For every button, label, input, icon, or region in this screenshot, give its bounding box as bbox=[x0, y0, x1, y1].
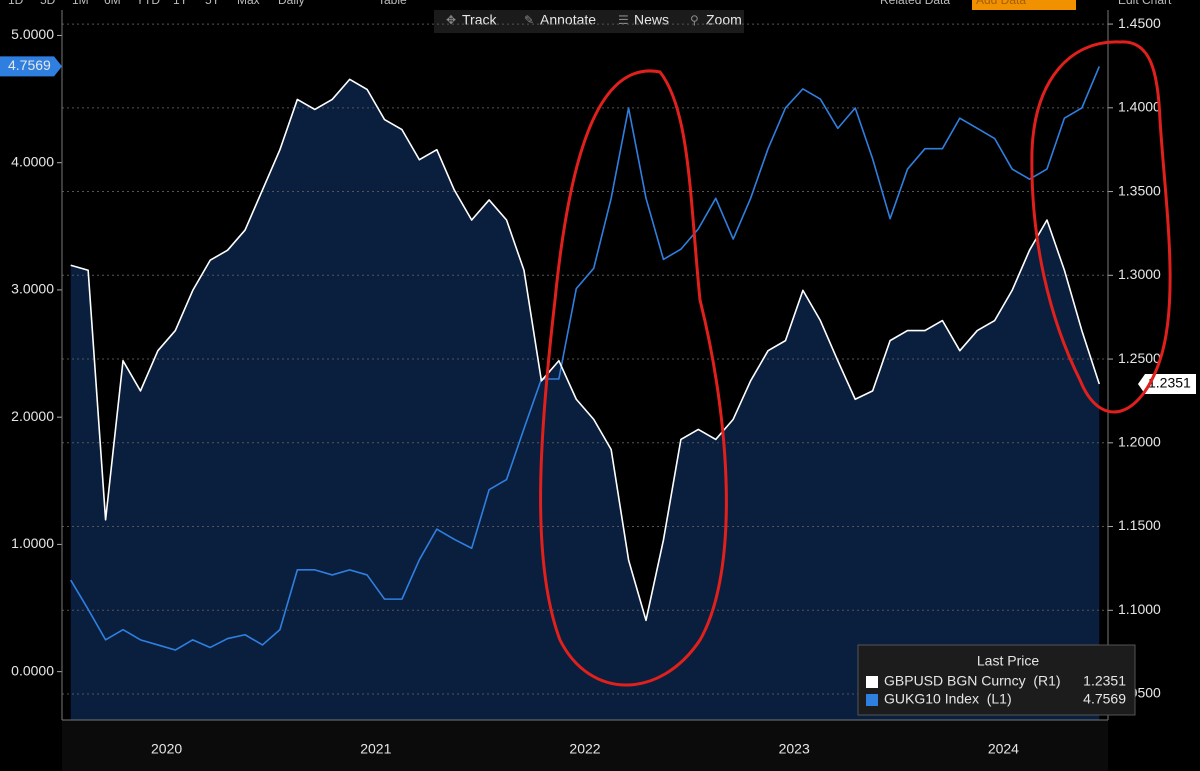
annotation-circle bbox=[539, 69, 728, 687]
x-tick-label: 2020 bbox=[151, 741, 182, 757]
range-button[interactable]: 6M bbox=[104, 0, 121, 7]
y-tick-label: 3.0000 bbox=[11, 281, 54, 297]
annotation-circle bbox=[1030, 40, 1172, 414]
y2-tick-label: 1.4500 bbox=[1118, 15, 1161, 31]
x-tick-label: 2023 bbox=[779, 741, 810, 757]
last-tag bbox=[0, 56, 62, 77]
y2-tick-label: 1.3000 bbox=[1118, 266, 1161, 282]
x-tick-label: 2021 bbox=[360, 741, 391, 757]
legend-label: GBPUSD BGN Curncy (R1) bbox=[884, 673, 1061, 689]
last-value-tag: 1.2351 bbox=[1148, 375, 1191, 391]
x-tick-label: 2024 bbox=[988, 741, 1019, 757]
tool-button[interactable]: Annotate bbox=[540, 12, 596, 28]
tool-icon: ✥ bbox=[446, 13, 456, 27]
y2-tick-label: 1.1500 bbox=[1118, 517, 1161, 533]
y-tick-label: 4.0000 bbox=[11, 153, 54, 169]
legend-box bbox=[857, 644, 1136, 716]
legend-swatch bbox=[866, 694, 878, 706]
legend-value: 4.7569 bbox=[1083, 691, 1126, 707]
tool-icon: ✎ bbox=[524, 13, 534, 27]
tool-button[interactable]: Zoom bbox=[706, 12, 742, 28]
legend-title: Last Price bbox=[977, 653, 1039, 669]
line bbox=[70, 78, 1101, 622]
tool-button[interactable]: News bbox=[634, 12, 669, 28]
y2-tick-label: 1.1000 bbox=[1118, 601, 1161, 617]
line bbox=[70, 66, 1101, 651]
tool-icon: ⚲ bbox=[690, 13, 699, 27]
related-data[interactable]: Related Data bbox=[880, 0, 950, 7]
area bbox=[70, 79, 1100, 721]
table-button[interactable]: Table bbox=[378, 0, 407, 7]
range-button[interactable]: 5Y bbox=[205, 0, 220, 7]
y-tick-label: 0.0000 bbox=[11, 662, 54, 678]
y2-tick-label: 1.4000 bbox=[1118, 99, 1161, 115]
legend-label: GUKG10 Index (L1) bbox=[884, 691, 1012, 707]
legend-value: 1.2351 bbox=[1083, 673, 1126, 689]
range-button[interactable]: 5D bbox=[40, 0, 56, 7]
add-data[interactable]: Add Data bbox=[976, 0, 1026, 7]
y2-tick-label: 1.2000 bbox=[1118, 434, 1161, 450]
x-tick-label: 2022 bbox=[569, 741, 600, 757]
range-button[interactable]: YTD bbox=[136, 0, 160, 7]
tool-icon: ☰ bbox=[618, 13, 629, 27]
y-tick-label: 1.0000 bbox=[11, 535, 54, 551]
add-data-box[interactable] bbox=[972, 0, 1076, 10]
edit-chart[interactable]: Edit Chart bbox=[1118, 0, 1172, 7]
tool-button[interactable]: Track bbox=[462, 12, 497, 28]
y-tick-label: 2.0000 bbox=[11, 408, 54, 424]
x-axis-band bbox=[62, 720, 1108, 771]
y2-tick-label: 1.3500 bbox=[1118, 182, 1161, 198]
tool-bar bbox=[434, 10, 744, 33]
y-tick-label: 5.0000 bbox=[11, 26, 54, 42]
legend-swatch bbox=[866, 676, 878, 688]
last-value-tag: 4.7569 bbox=[8, 57, 51, 73]
range-button[interactable]: Max bbox=[237, 0, 260, 7]
y2-tick-label: 1.2500 bbox=[1118, 350, 1161, 366]
frequency-select[interactable]: Daily bbox=[278, 0, 305, 7]
range-button[interactable]: 1Y bbox=[173, 0, 188, 7]
range-button[interactable]: 1M bbox=[72, 0, 89, 7]
range-button[interactable]: 1D bbox=[8, 0, 24, 7]
